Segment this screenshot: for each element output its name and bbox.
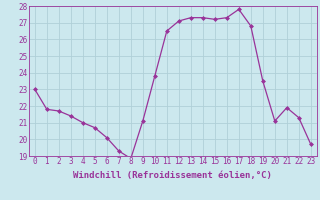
X-axis label: Windchill (Refroidissement éolien,°C): Windchill (Refroidissement éolien,°C) <box>73 171 272 180</box>
